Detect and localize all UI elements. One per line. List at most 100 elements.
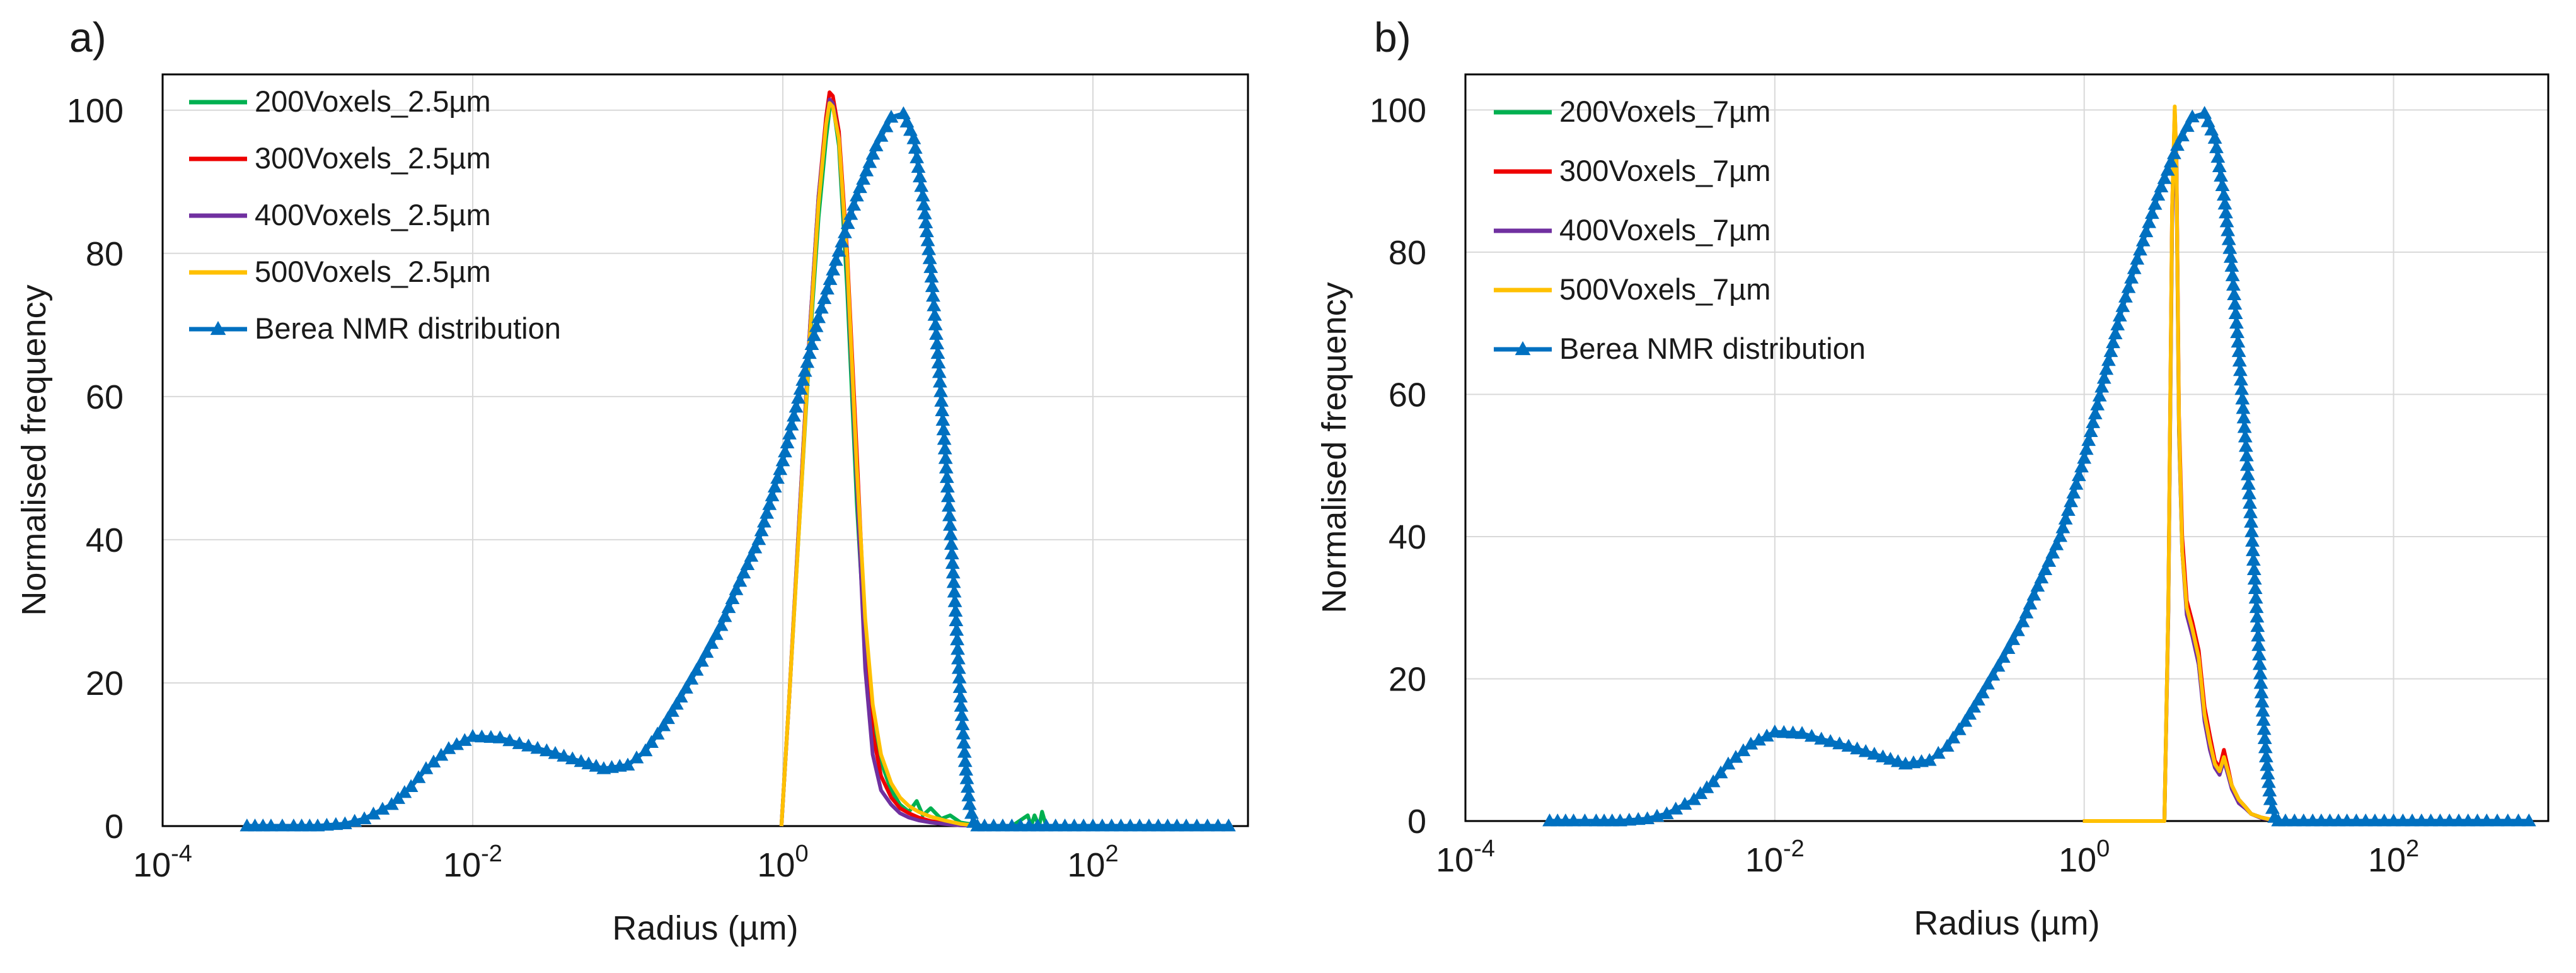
data-point-marker: [2442, 813, 2457, 827]
data-point-marker: [908, 141, 923, 154]
data-point-marker: [2263, 792, 2278, 805]
data-point-marker: [906, 131, 921, 144]
data-point-marker: [1996, 650, 2011, 663]
data-point-marker: [2160, 163, 2175, 176]
data-point-marker: [1659, 806, 1674, 820]
data-point-marker: [2096, 371, 2111, 384]
data-point-marker: [957, 754, 973, 767]
data-point-marker: [2175, 128, 2190, 142]
data-point-marker: [922, 251, 937, 264]
x-tick-label: 102: [1067, 841, 1118, 884]
data-point-marker: [2254, 685, 2269, 699]
data-point-marker: [1971, 692, 1985, 706]
legend: 200Voxels_2.5µm 300Voxels_2.5µm 400Voxels_…: [189, 84, 561, 345]
data-point-marker: [944, 546, 959, 560]
data-point-marker: [2511, 813, 2526, 827]
data-point-marker: [795, 373, 811, 386]
data-point-marker: [2278, 813, 2293, 827]
data-point-marker: [2231, 334, 2246, 348]
data-point-marker: [2246, 543, 2260, 556]
y-tick-label: 20: [86, 665, 124, 702]
data-point-marker: [2234, 372, 2248, 386]
data-point-marker: [2223, 250, 2238, 263]
data-point-marker: [512, 736, 527, 749]
data-point-marker: [366, 807, 381, 820]
data-point-marker: [704, 636, 719, 649]
data-point-marker: [2521, 813, 2536, 827]
data-point-marker: [1867, 747, 1882, 760]
data-point-marker: [2261, 775, 2276, 788]
data-point-marker: [961, 779, 975, 793]
y-tick-label: 100: [67, 92, 124, 130]
data-point-marker: [2055, 520, 2071, 533]
x-tick-base: 10: [443, 846, 481, 884]
data-point-marker: [1823, 734, 1838, 747]
data-point-marker: [2133, 242, 2147, 256]
data-point-marker: [2239, 448, 2254, 462]
data-point-marker: [936, 422, 951, 436]
data-point-marker: [929, 327, 944, 340]
data-point-marker: [2250, 619, 2265, 632]
data-point-marker: [2042, 554, 2057, 567]
data-point-marker: [835, 234, 850, 248]
legend-label: 200Voxels_7µm: [1559, 95, 1770, 128]
data-point-marker: [2226, 277, 2241, 291]
x-tick-exponent: -2: [1783, 836, 1805, 862]
x-tick-base: 10: [2059, 841, 2096, 879]
data-point-marker: [2232, 353, 2247, 367]
data-point-marker: [2500, 813, 2515, 827]
data-point-marker: [913, 169, 927, 183]
data-point-marker: [804, 337, 819, 350]
data-point-marker: [1566, 813, 1581, 827]
series-green: [779, 101, 1224, 828]
data-point-marker: [778, 444, 792, 458]
data-point-marker: [2015, 614, 2030, 627]
data-point-marker: [986, 819, 1001, 832]
data-point-marker: [2461, 813, 2476, 827]
data-point-marker: [1736, 743, 1751, 757]
data-point-marker: [426, 754, 441, 767]
data-point-marker: [843, 207, 858, 220]
legend-label: 500Voxels_2.5µm: [255, 255, 491, 288]
data-point-marker: [2210, 149, 2226, 163]
data-point-marker: [2077, 450, 2092, 464]
data-point-marker: [2216, 187, 2231, 201]
data-point-marker: [945, 565, 961, 579]
data-point-marker: [2066, 486, 2081, 499]
data-point-marker: [932, 365, 947, 378]
data-point-marker: [927, 298, 942, 312]
data-point-marker: [492, 730, 507, 743]
data-point-marker: [521, 738, 536, 752]
data-point-marker: [2250, 609, 2265, 623]
data-point-marker: [944, 527, 958, 540]
data-point-marker: [956, 726, 971, 740]
data-point-marker: [2118, 289, 2133, 303]
data-point-marker: [995, 819, 1010, 832]
data-point-marker: [1939, 738, 1955, 752]
data-point-marker: [669, 697, 684, 710]
x-tick-base: 10: [2368, 841, 2406, 879]
data-point-marker: [930, 346, 945, 359]
data-point-marker: [2163, 154, 2178, 168]
x-tick-exponent: 0: [2096, 836, 2110, 862]
data-point-marker: [689, 663, 704, 676]
y-tick-label: 40: [86, 521, 124, 559]
data-point-marker: [2395, 813, 2410, 827]
data-point-marker: [2257, 731, 2272, 744]
data-point-marker: [823, 272, 838, 285]
data-point-marker: [1814, 731, 1829, 745]
series-line-red: [2082, 108, 2286, 823]
data-point-marker: [954, 708, 969, 721]
data-point-marker: [2180, 119, 2195, 132]
data-point-marker: [2230, 325, 2245, 339]
data-point-marker: [1058, 819, 1072, 832]
data-point-marker: [475, 729, 489, 743]
data-point-marker: [2249, 600, 2264, 614]
data-point-marker: [736, 565, 751, 579]
data-point-marker: [2010, 623, 2025, 636]
data-point-marker: [1832, 736, 1847, 750]
data-point-marker: [939, 460, 954, 474]
series-red: [2082, 108, 2286, 823]
data-point-marker: [449, 737, 464, 750]
data-point-marker: [2197, 106, 2212, 119]
